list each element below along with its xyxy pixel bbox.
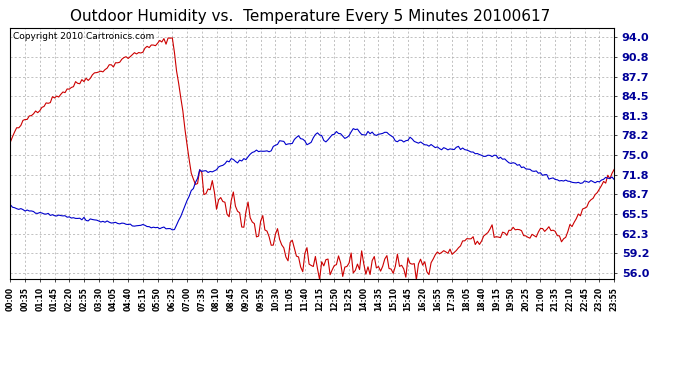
- Text: Copyright 2010 Cartronics.com: Copyright 2010 Cartronics.com: [13, 32, 155, 41]
- Text: Outdoor Humidity vs.  Temperature Every 5 Minutes 20100617: Outdoor Humidity vs. Temperature Every 5…: [70, 9, 551, 24]
